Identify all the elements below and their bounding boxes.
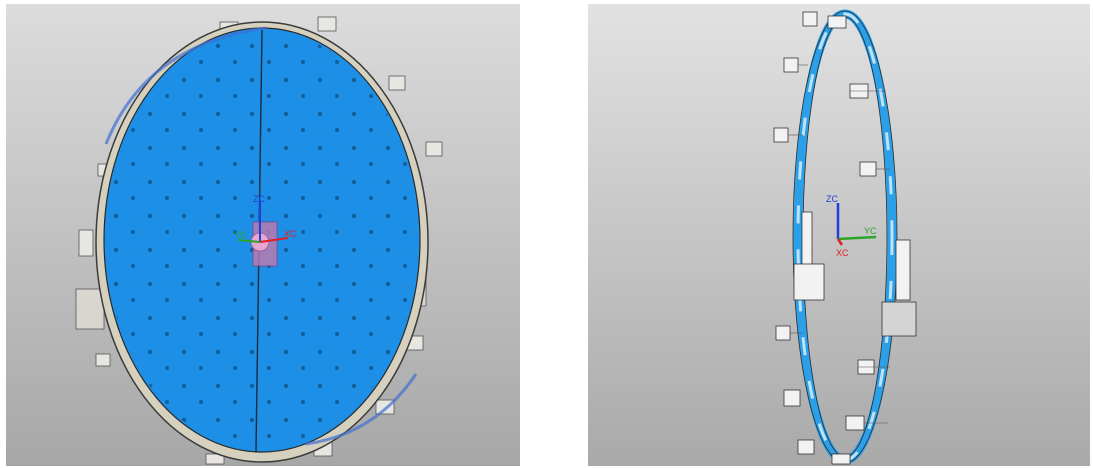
viewport-right[interactable]: ZC YC XC [588,4,1090,466]
z-axis-label: ZC [826,194,838,204]
y-axis-label: YC [234,230,247,240]
triad-icon: ZC XC YC [234,194,297,267]
model-side-view: ZC YC XC [588,4,1090,466]
ring-brackets [773,11,917,465]
triad-icon: ZC YC XC [826,194,877,258]
model-front-view: ZC XC YC [6,4,520,466]
z-axis-label: ZC [253,194,265,204]
x-axis-label: XC [836,248,849,258]
x-axis-label: XC [284,229,297,239]
viewport-left[interactable]: ZC XC YC [6,4,520,466]
y-axis-label: YC [864,226,877,236]
